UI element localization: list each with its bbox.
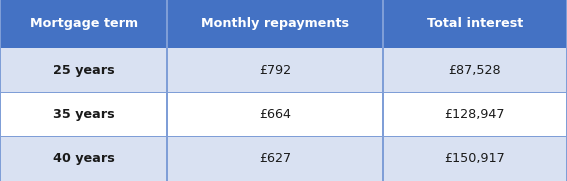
Bar <box>1 93 167 136</box>
Text: 35 years: 35 years <box>53 108 115 121</box>
Bar <box>168 0 382 48</box>
Bar <box>168 137 382 181</box>
Bar <box>383 93 566 136</box>
Text: £150,917: £150,917 <box>445 152 505 165</box>
Text: 25 years: 25 years <box>53 64 115 77</box>
Text: Total interest: Total interest <box>427 18 523 30</box>
Bar <box>383 48 566 92</box>
Bar <box>383 137 566 181</box>
Bar <box>1 137 167 181</box>
Bar <box>1 0 167 48</box>
Text: £87,528: £87,528 <box>448 64 501 77</box>
Text: £128,947: £128,947 <box>445 108 505 121</box>
Text: £627: £627 <box>259 152 291 165</box>
Text: 40 years: 40 years <box>53 152 115 165</box>
Bar <box>383 0 566 48</box>
Text: £792: £792 <box>259 64 291 77</box>
Text: £664: £664 <box>259 108 291 121</box>
Bar <box>168 48 382 92</box>
Text: Mortgage term: Mortgage term <box>29 18 138 30</box>
Text: Monthly repayments: Monthly repayments <box>201 18 349 30</box>
Bar <box>1 48 167 92</box>
Bar <box>168 93 382 136</box>
